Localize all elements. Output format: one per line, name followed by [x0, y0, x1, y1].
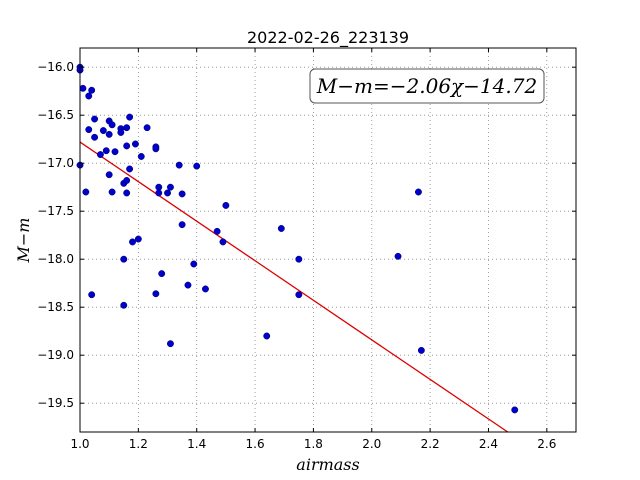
data-point — [178, 190, 186, 198]
data-point — [88, 291, 96, 299]
data-point — [166, 340, 174, 348]
data-point — [166, 183, 174, 191]
data-point — [184, 281, 192, 289]
fit-line — [79, 141, 509, 433]
y-tick-labels: −16.0 −16.5 −17.0 −17.5 −18.0 −18.5 −19.0 −19.5 — [37, 60, 74, 410]
data-point — [277, 225, 285, 232]
x-tick-labels: 1.0 1.2 1.4 1.6 1.8 2.0 2.2 2.4 2.6 — [70, 437, 556, 451]
fit-line-layer — [79, 141, 509, 433]
data-point — [120, 301, 128, 309]
data-point — [123, 177, 131, 184]
data-point — [213, 227, 221, 235]
data-point — [394, 252, 402, 260]
data-point — [126, 113, 134, 121]
data-point — [108, 188, 116, 196]
data-points — [76, 63, 519, 414]
data-point — [88, 86, 96, 94]
y-tick-label: −19.5 — [37, 396, 74, 410]
data-point — [152, 145, 160, 153]
y-tick-label: −17.0 — [37, 156, 74, 170]
data-point — [190, 260, 198, 268]
data-point — [295, 255, 303, 263]
x-tick-label: 1.8 — [304, 437, 323, 451]
data-point — [152, 290, 160, 298]
data-point — [105, 130, 113, 138]
data-point — [126, 165, 134, 173]
data-point — [263, 332, 271, 340]
data-point — [417, 346, 425, 354]
data-point — [123, 189, 131, 197]
y-tick-label: −16.5 — [37, 108, 74, 122]
data-point — [295, 291, 303, 299]
y-tick-label: −18.5 — [37, 300, 74, 314]
data-point — [99, 127, 107, 135]
data-point — [96, 151, 104, 159]
data-point — [178, 221, 186, 229]
data-point — [193, 162, 201, 170]
data-point — [511, 406, 519, 414]
ticks — [79, 48, 576, 432]
data-point — [222, 201, 230, 209]
data-point — [85, 126, 93, 134]
data-point — [120, 255, 128, 263]
data-point — [85, 92, 93, 100]
data-point — [111, 148, 119, 156]
data-point — [91, 133, 99, 141]
data-point — [123, 124, 131, 132]
y-axis-label: M−m — [14, 218, 33, 264]
data-point — [108, 121, 116, 129]
data-point — [123, 142, 131, 150]
data-point — [91, 115, 99, 123]
plot-frame — [79, 47, 577, 433]
data-point — [158, 270, 166, 278]
data-point — [137, 153, 145, 160]
y-tick-label: −17.5 — [37, 204, 74, 218]
data-point — [134, 235, 142, 243]
y-tick-label: −18.0 — [37, 252, 74, 266]
data-point — [175, 161, 183, 169]
x-tick-label: 1.4 — [187, 437, 206, 451]
y-tick-label: −19.0 — [37, 348, 74, 362]
data-point — [79, 84, 87, 92]
x-tick-label: 1.0 — [70, 437, 89, 451]
data-point — [414, 188, 422, 196]
data-point — [143, 124, 151, 132]
y-tick-label: −16.0 — [37, 60, 74, 74]
x-tick-label: 2.6 — [537, 437, 556, 451]
grid — [79, 48, 576, 432]
data-point — [155, 183, 163, 191]
data-point — [219, 238, 227, 246]
data-point — [129, 238, 136, 246]
data-point — [202, 285, 209, 293]
data-point — [82, 188, 90, 196]
data-point — [155, 189, 163, 197]
chart-title: 2022-02-26_223139 — [247, 28, 409, 48]
equation-text: M−m=−2.06χ−14.72 — [316, 74, 537, 98]
x-tick-label: 1.6 — [246, 437, 265, 451]
data-point — [117, 129, 125, 136]
data-point — [164, 189, 171, 197]
x-tick-label: 2.2 — [421, 437, 440, 451]
data-point — [105, 171, 113, 179]
equation-box: M−m=−2.06χ−14.72 — [309, 68, 545, 104]
x-tick-label: 2.0 — [362, 437, 381, 451]
data-point — [102, 147, 110, 155]
x-tick-label: 1.2 — [129, 437, 148, 451]
data-point — [131, 140, 139, 148]
x-tick-label: 2.4 — [479, 437, 498, 451]
x-axis-label: airmass — [296, 455, 359, 474]
